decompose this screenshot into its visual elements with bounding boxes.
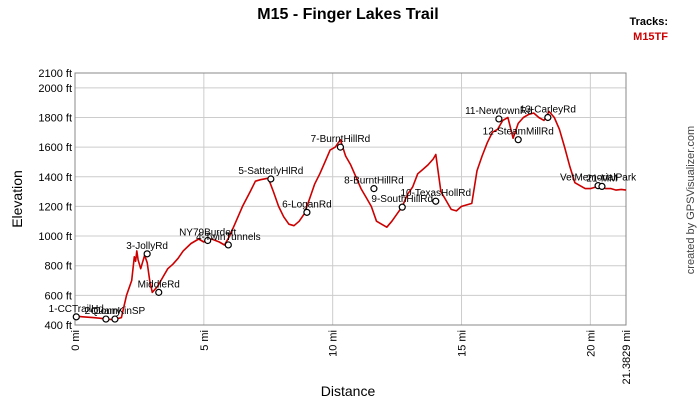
y-tick-label: 400 ft xyxy=(44,320,72,332)
plot-frame xyxy=(74,72,627,326)
y-tick-label: 600 ft xyxy=(44,290,72,302)
waypoint-label: 3-JollyRd xyxy=(126,241,168,252)
waypoint-marker xyxy=(598,182,606,190)
waypoint-marker xyxy=(155,288,163,296)
y-tick-label: 2000 ft xyxy=(38,83,72,95)
legend-title: Tracks: xyxy=(629,16,668,28)
y-tick-labels: 400 ft 600 ft 800 ft 1000 ft 1200 ft 1400 ft 1… xyxy=(38,68,72,332)
waypoint-label: 7-BurntHillRd xyxy=(311,134,370,145)
x-tick-label: 15 mi xyxy=(457,330,469,357)
waypoint-label: 6-LoganRd xyxy=(282,199,331,210)
x-axis-label: Distance xyxy=(321,383,376,399)
waypoint-label: 12-SteamMillRd xyxy=(483,127,554,138)
x-tick-label: 20 mi xyxy=(585,330,597,357)
waypoint-marker xyxy=(143,250,151,258)
legend-item-m15tf: M15TF xyxy=(633,31,668,43)
chart-title: M15 - Finger Lakes Trail xyxy=(257,6,438,23)
y-tick-label: 1200 ft xyxy=(38,201,72,213)
waypoint-marker xyxy=(204,236,212,245)
waypoint-marker xyxy=(267,175,275,183)
waypoint-label: VetMemorialPark xyxy=(560,173,637,184)
waypoint-label: 21-MM xyxy=(586,173,617,184)
waypoint-label: NY79Burdett xyxy=(179,228,236,239)
y-tick-label: 1800 ft xyxy=(38,112,72,124)
x-tick-label: 0 mi xyxy=(70,330,82,351)
y-tick-label: 2100 ft xyxy=(38,68,72,80)
y-tick-label: 800 ft xyxy=(44,261,72,273)
x-tick-label: 5 mi xyxy=(199,330,211,351)
waypoint-label: 11-NewtownRd xyxy=(465,106,533,117)
waypoint-label: 9-SouthHillRd xyxy=(371,194,433,205)
waypoint-label: 2-ConnKinSP xyxy=(85,306,146,317)
waypoint-label: 8-BurntHillRd xyxy=(344,176,403,187)
waypoint-marker xyxy=(72,313,80,321)
y-tick-label: 1400 ft xyxy=(38,172,72,184)
y-axis-label: Elevation xyxy=(9,170,25,228)
series-line-m15tf xyxy=(74,110,627,321)
waypoint-label: 1-CCTrailHd xyxy=(49,304,104,315)
waypoint-marker xyxy=(102,315,110,323)
y-tick-label: 1000 ft xyxy=(38,231,72,243)
y-tick-label: 1600 ft xyxy=(38,142,72,154)
waypoint-marker xyxy=(544,113,552,122)
x-tick-label: 21.3829 mi xyxy=(621,330,633,384)
waypoint-label: 5-SatterlyHlRd xyxy=(238,166,303,177)
waypoint-label: Quarry xyxy=(91,306,122,317)
waypoint-label: 13-CarleyRd xyxy=(520,104,576,115)
x-tick-label: 10 mi xyxy=(328,330,340,357)
waypoint-marker xyxy=(370,185,378,193)
waypoint-marker xyxy=(111,315,119,323)
credit-text: created by GPSVisualizer.com xyxy=(685,126,697,274)
waypoint-label: 4-TwinTunnels xyxy=(196,232,261,243)
waypoint-label: 10-TexasHollRd xyxy=(400,188,471,199)
waypoint-marker xyxy=(303,208,311,216)
waypoint-label: MiddleRd xyxy=(138,279,180,290)
waypoint-marker xyxy=(336,143,345,151)
waypoint-marker xyxy=(514,136,522,144)
x-tick-labels: 0 mi 5 mi 10 mi 15 mi 20 mi 21.3829 mi xyxy=(70,330,633,384)
waypoint-marker xyxy=(224,241,232,249)
waypoint-marker xyxy=(398,203,406,211)
waypoint-marker xyxy=(495,115,503,123)
waypoint-marker xyxy=(432,197,440,205)
